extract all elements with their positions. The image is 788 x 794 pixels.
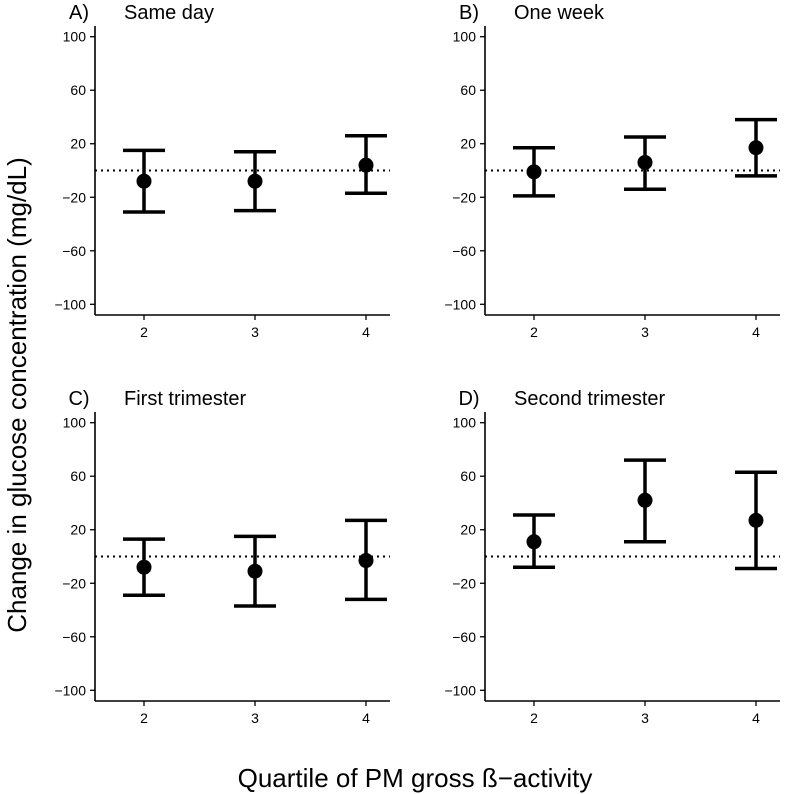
error-bar-q4	[735, 117, 777, 178]
y-tick-label: 20	[460, 136, 476, 152]
y-tick-label: 60	[460, 468, 476, 484]
y-tick-label: 60	[70, 82, 86, 98]
y-tick-label: −100	[54, 296, 86, 312]
panel-title: First trimester	[124, 388, 247, 410]
panel-3: C) First trimester 100 60 20 −20 −60 −100 2 3 4	[54, 388, 390, 726]
point-estimate	[526, 164, 542, 180]
y-tick-label: 20	[70, 136, 86, 152]
y-tick-label: −60	[452, 243, 476, 259]
x-tick-label: 4	[752, 324, 760, 340]
y-tick-label: 60	[70, 468, 86, 484]
x-tick-label: 3	[251, 710, 259, 726]
point-estimate	[358, 553, 374, 569]
panel-title: Second trimester	[514, 388, 666, 410]
panel-title: One week	[514, 2, 605, 24]
point-estimate	[637, 154, 653, 170]
y-tick-label: −60	[62, 629, 86, 645]
x-tick-label: 3	[251, 324, 259, 340]
panel-2: B) One week 100 60 20 −20 −60 −100 2 3 4	[444, 2, 780, 340]
error-bar-q4	[345, 133, 387, 195]
panel-title: Same day	[124, 2, 214, 24]
x-tick-label: 3	[641, 710, 649, 726]
x-tick-label: 4	[362, 710, 370, 726]
point-estimate	[637, 492, 653, 508]
panel-letter: B)	[459, 2, 479, 24]
error-bar-q2	[513, 513, 555, 569]
error-bar-q2	[513, 146, 555, 198]
y-tick-label: −60	[62, 243, 86, 259]
error-bar-q2	[123, 537, 165, 598]
point-estimate	[748, 140, 764, 156]
y-tick-label: −20	[452, 189, 476, 205]
panel-letter: A)	[69, 2, 89, 24]
point-estimate	[247, 563, 263, 579]
y-tick-label: −20	[62, 575, 86, 591]
y-axis-label: Change in glucose concentration (mg/dL)	[2, 157, 32, 633]
x-tick-label: 2	[530, 710, 538, 726]
point-estimate	[526, 534, 542, 550]
y-tick-label: 20	[70, 522, 86, 538]
error-bar-q4	[345, 518, 387, 602]
x-tick-label: 2	[140, 324, 148, 340]
error-bar-q3	[234, 150, 276, 213]
y-tick-label: 20	[460, 522, 476, 538]
panel-letter: C)	[68, 388, 89, 410]
y-tick-label: −60	[452, 629, 476, 645]
point-estimate	[247, 173, 263, 189]
x-axis-label: Quartile of PM gross ß−activity	[238, 763, 593, 793]
x-tick-label: 2	[530, 324, 538, 340]
error-bar-q2	[123, 148, 165, 214]
y-tick-label: 60	[460, 82, 476, 98]
error-bar-q3	[234, 534, 276, 608]
panel-1: A) Same day 100 60 20 −20 −60 −100 2 3 4	[54, 2, 390, 340]
point-estimate	[748, 512, 764, 528]
x-tick-label: 3	[641, 324, 649, 340]
point-estimate	[136, 173, 152, 189]
point-estimate	[358, 157, 374, 173]
y-tick-label: −20	[62, 189, 86, 205]
error-bar-q4	[735, 470, 777, 571]
panel-4: D) Second trimester 100 60 20 −20 −60 −100 2 3 4	[444, 388, 780, 726]
y-tick-label: −100	[54, 682, 86, 698]
y-tick-label: −100	[444, 296, 476, 312]
error-bar-q3	[624, 458, 666, 544]
x-tick-label: 4	[752, 710, 760, 726]
point-estimate	[136, 559, 152, 575]
x-tick-label: 4	[362, 324, 370, 340]
error-bar-q3	[624, 135, 666, 191]
y-tick-label: −100	[444, 682, 476, 698]
panel-letter: D)	[458, 388, 479, 410]
y-tick-label: 100	[63, 29, 87, 45]
y-tick-label: −20	[452, 575, 476, 591]
y-tick-label: 100	[453, 29, 477, 45]
y-tick-label: 100	[63, 415, 87, 431]
y-tick-label: 100	[453, 415, 477, 431]
x-tick-label: 2	[140, 710, 148, 726]
